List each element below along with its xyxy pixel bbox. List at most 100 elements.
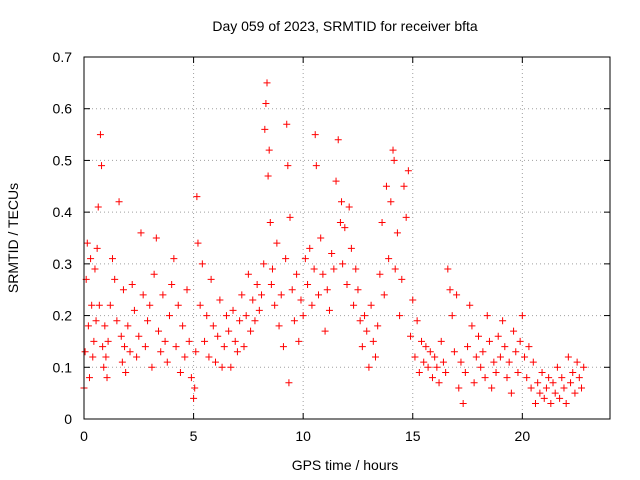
x-tick-label: 10: [295, 428, 311, 444]
data-point: [111, 275, 119, 283]
data-point: [407, 332, 415, 340]
data-point: [94, 203, 102, 211]
data-point: [580, 363, 588, 371]
data-point: [514, 368, 522, 376]
data-point: [168, 281, 176, 289]
data-point: [191, 384, 199, 392]
data-point: [279, 343, 287, 351]
data-point: [220, 343, 228, 351]
data-point: [411, 353, 419, 361]
data-point: [99, 343, 107, 351]
data-point: [265, 146, 273, 154]
data-point: [358, 343, 366, 351]
y-tick-label: 0.5: [53, 152, 73, 168]
data-point: [126, 348, 134, 356]
x-tick-label: 20: [515, 428, 531, 444]
data-point: [121, 343, 129, 351]
data-point: [297, 296, 305, 304]
data-point: [104, 337, 112, 345]
data-point: [275, 322, 283, 330]
data-point: [371, 353, 379, 361]
data-point: [490, 358, 498, 366]
data-point: [505, 358, 513, 366]
data-point: [560, 384, 568, 392]
data-point: [261, 125, 269, 133]
data-point: [183, 286, 191, 294]
data-point: [83, 239, 91, 247]
data-point: [540, 394, 548, 402]
data-point: [562, 399, 570, 407]
grid-lines: [84, 57, 610, 419]
data-point: [378, 218, 386, 226]
data-point: [483, 312, 491, 320]
data-point: [271, 301, 279, 309]
data-point: [464, 343, 472, 351]
data-point: [426, 348, 434, 356]
data-point: [264, 172, 272, 180]
data-point: [113, 317, 121, 325]
data-point: [507, 389, 515, 397]
data-point: [390, 156, 398, 164]
data-point: [115, 198, 123, 206]
data-point: [124, 322, 132, 330]
data-point: [472, 353, 480, 361]
data-point: [176, 368, 184, 376]
data-point: [299, 312, 307, 320]
data-point: [516, 337, 524, 345]
data-point: [214, 332, 222, 340]
data-point: [157, 348, 165, 356]
data-point: [527, 384, 535, 392]
data-point: [428, 374, 436, 382]
data-point: [501, 343, 509, 351]
data-point: [389, 146, 397, 154]
data-point: [325, 306, 333, 314]
data-point: [354, 286, 362, 294]
data-point: [450, 348, 458, 356]
data-point: [93, 244, 101, 252]
data-point: [87, 255, 95, 263]
chart-title: Day 059 of 2023, SRMTID for receiver bft…: [212, 18, 478, 34]
data-point: [306, 244, 314, 252]
data-point: [551, 389, 559, 397]
data-point: [332, 177, 340, 185]
x-axis-label: GPS time / hours: [292, 457, 399, 473]
y-tick-label: 0.4: [53, 204, 73, 220]
data-point: [108, 255, 116, 263]
data-point: [477, 363, 485, 371]
data-point: [266, 218, 274, 226]
data-point: [468, 322, 476, 330]
data-point: [244, 270, 252, 278]
data-point: [135, 332, 143, 340]
data-point: [203, 312, 211, 320]
data-point: [90, 337, 98, 345]
data-point: [404, 167, 412, 175]
data-point: [150, 270, 158, 278]
data-point: [578, 384, 586, 392]
data-point: [503, 374, 511, 382]
data-point: [88, 301, 96, 309]
data-point: [218, 363, 226, 371]
data-point: [558, 374, 566, 382]
x-tick-label: 5: [190, 428, 198, 444]
data-point: [98, 162, 106, 170]
y-tick-label: 0.1: [53, 359, 73, 375]
data-point: [267, 281, 275, 289]
data-point: [172, 343, 180, 351]
data-point: [319, 270, 327, 278]
data-point: [128, 281, 136, 289]
data-point: [488, 384, 496, 392]
data-point: [117, 332, 125, 340]
data-point: [100, 363, 108, 371]
data-point: [461, 368, 469, 376]
data-point: [161, 337, 169, 345]
data-point: [330, 265, 338, 273]
data-point: [141, 343, 149, 351]
data-point: [571, 389, 579, 397]
data-point: [422, 343, 430, 351]
data-point: [146, 301, 154, 309]
data-point: [155, 327, 163, 335]
data-point: [285, 379, 293, 387]
data-point: [350, 301, 358, 309]
data-point: [376, 270, 384, 278]
data-point: [521, 353, 529, 361]
